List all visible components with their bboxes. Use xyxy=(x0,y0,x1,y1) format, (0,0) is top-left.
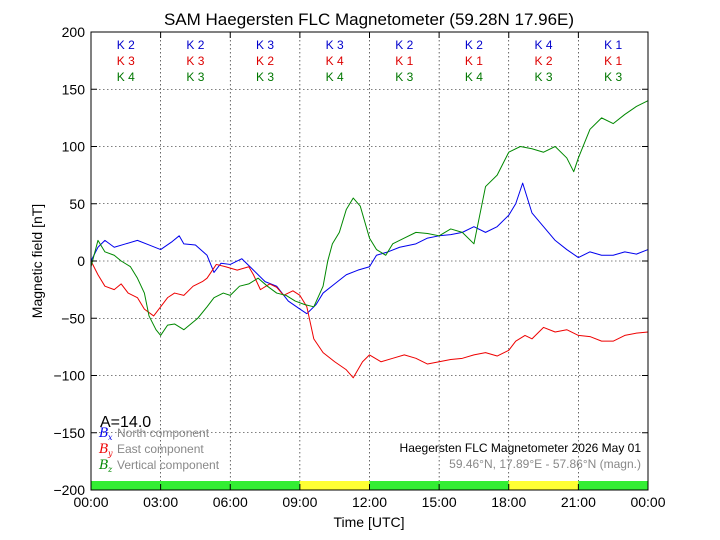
activity-bar-segment xyxy=(508,481,579,490)
k-index-value: K 1 xyxy=(604,38,622,52)
k-index-value: K 3 xyxy=(256,70,274,84)
k-index-value: K 2 xyxy=(186,38,204,52)
activity-bar-segment xyxy=(160,481,231,490)
activity-bar-segment xyxy=(439,481,509,490)
x-tick-label: 03:00 xyxy=(143,494,178,510)
k-index-value: K 2 xyxy=(395,38,413,52)
k-index-value: K 4 xyxy=(465,70,483,84)
legend-label: North component xyxy=(117,426,210,440)
series-line-2 xyxy=(90,260,649,379)
k-index-value: K 4 xyxy=(117,70,135,84)
y-tick-label: −100 xyxy=(53,368,85,384)
k-index-value: K 2 xyxy=(117,38,135,52)
activity-bar-segment xyxy=(230,481,300,490)
x-tick-label: 06:00 xyxy=(213,494,248,510)
legend-symbol: B xyxy=(98,442,109,457)
y-tick-label: 100 xyxy=(62,139,86,155)
y-tick-label: 0 xyxy=(77,253,85,269)
k-index-value: K 3 xyxy=(256,38,274,52)
a-index: A=14.0 xyxy=(100,414,151,431)
x-axis-label: Time [UTC] xyxy=(333,514,404,530)
series-line-3 xyxy=(90,100,649,336)
legend-symbol: B xyxy=(98,426,109,441)
k-index-value: K 1 xyxy=(395,54,413,68)
x-tick-label: 21:00 xyxy=(561,494,596,510)
x-tick-label: 15:00 xyxy=(422,494,457,510)
legend-label: Vertical component xyxy=(117,458,220,472)
k-index-value: K 3 xyxy=(117,54,135,68)
x-tick-label: 00:00 xyxy=(73,494,108,510)
k-index-value: K 4 xyxy=(326,54,344,68)
y-axis-label: Magnetic field [nT] xyxy=(29,204,45,318)
legend-subscript: x xyxy=(108,433,113,442)
k-index-value: K 2 xyxy=(256,54,274,68)
x-tick-label: 18:00 xyxy=(491,494,526,510)
k-index-value: K 2 xyxy=(535,54,553,68)
activity-bar xyxy=(91,481,648,490)
x-tick-label: 00:00 xyxy=(630,494,665,510)
k-index-value: K 3 xyxy=(535,70,553,84)
y-tick-label: 50 xyxy=(69,196,85,212)
info-line-1: Haegersten FLC Magnetometer 2026 May 01 xyxy=(400,441,642,455)
legend-subscript: z xyxy=(107,465,113,474)
activity-bar-segment xyxy=(369,481,440,490)
k-index-value: K 3 xyxy=(395,70,413,84)
info-line-2: 59.46°N, 17.89°E - 57.86°N (magn.) xyxy=(449,457,641,471)
series-line-1 xyxy=(90,182,649,315)
activity-bar-segment xyxy=(91,481,161,490)
y-tick-label: −200 xyxy=(53,482,85,498)
data-series xyxy=(90,100,649,379)
k-index-value: K 1 xyxy=(604,54,622,68)
y-tick-label: −50 xyxy=(61,310,85,326)
k-index-table: K 2 K 2 K 3 K 3 K 2 K 2 K 4 K 1 K 3 K 3 K 2 K 4 K 1 K… xyxy=(117,38,623,84)
k-index-value: K 3 xyxy=(604,70,622,84)
activity-bar-segment xyxy=(578,481,648,490)
k-index-value: K 1 xyxy=(465,54,483,68)
activity-bar-segment xyxy=(299,481,370,490)
k-index-value: K 3 xyxy=(326,38,344,52)
chart-title: SAM Haegersten FLC Magnetometer (59.28N … xyxy=(164,10,574,29)
k-index-value: K 3 xyxy=(186,54,204,68)
y-tick-label: 200 xyxy=(62,24,86,40)
grid-lines xyxy=(91,32,648,490)
y-tick-label: −150 xyxy=(53,425,85,441)
axis-ticks: 00:00 03:00 06:00 09:00 12:00 15:00 18:00 21:00… xyxy=(53,24,665,510)
y-tick-label: 150 xyxy=(62,81,86,97)
k-index-value: K 2 xyxy=(465,38,483,52)
k-index-value: K 3 xyxy=(186,70,204,84)
x-tick-label: 09:00 xyxy=(282,494,317,510)
legend-symbol: B xyxy=(98,458,109,473)
k-index-value: K 4 xyxy=(535,38,553,52)
legend-subscript: y xyxy=(107,449,113,458)
k-index-value: K 4 xyxy=(326,70,344,84)
x-tick-label: 12:00 xyxy=(352,494,387,510)
legend-label: East component xyxy=(117,442,204,456)
